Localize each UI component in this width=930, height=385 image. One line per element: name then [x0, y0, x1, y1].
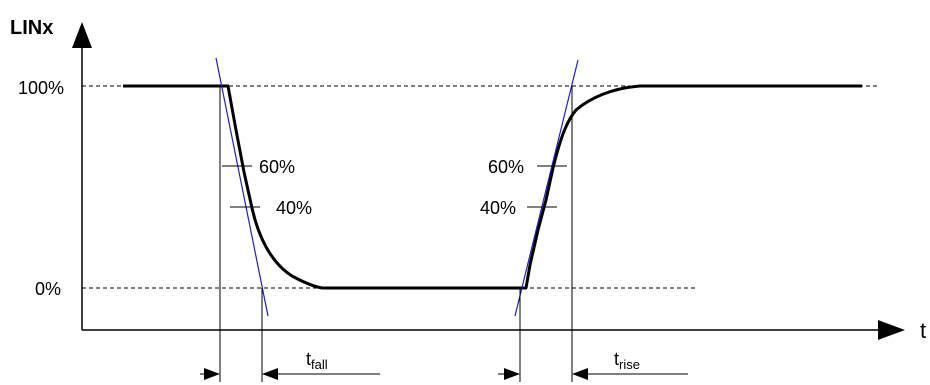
level-high-label: 100%	[18, 78, 64, 98]
signal-waveform	[123, 84, 862, 290]
rise-time-label: trise	[614, 349, 640, 372]
x-axis-arrow-icon	[878, 320, 905, 340]
x-axis-label: t	[920, 318, 926, 343]
fall-mark-60-label: 60%	[259, 157, 295, 177]
fall-dim-right-arrow-icon	[262, 368, 278, 380]
rise-dim-left-arrow-icon	[504, 368, 520, 380]
fall-mark-40-label: 40%	[276, 198, 312, 218]
rise-mark-40-label: 40%	[480, 198, 516, 218]
rise-tangent-line	[514, 59, 579, 317]
rise-dim-right-arrow-icon	[572, 368, 588, 380]
y-axis-arrow-icon	[72, 22, 92, 48]
fall-time-label: tfall	[306, 349, 328, 372]
y-axis-label: LINx	[10, 17, 53, 39]
fall-dim-left-arrow-icon	[204, 368, 220, 380]
fall-tangent-line	[215, 57, 269, 317]
rise-mark-60-label: 60%	[488, 157, 524, 177]
level-low-label: 0%	[35, 279, 61, 299]
